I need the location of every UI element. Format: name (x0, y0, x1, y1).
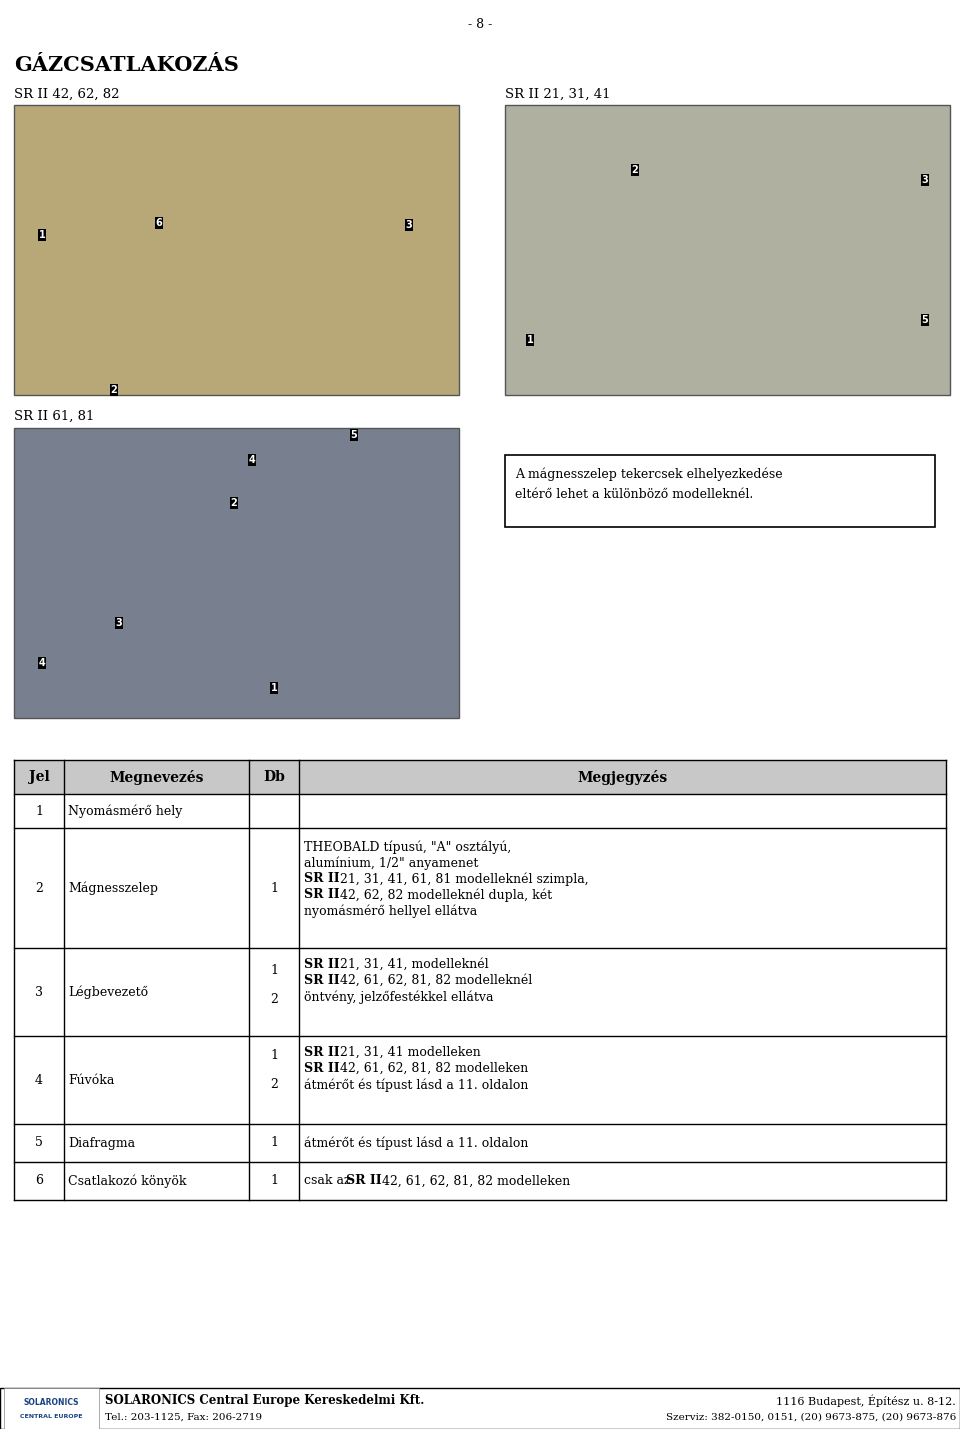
Text: 5: 5 (922, 314, 928, 324)
Text: 5: 5 (36, 1136, 43, 1149)
Text: 1: 1 (270, 1049, 278, 1062)
Text: 42, 61, 62, 81, 82 modelleken: 42, 61, 62, 81, 82 modelleken (335, 1062, 528, 1075)
Text: 1: 1 (527, 334, 534, 344)
Bar (14, 104, 459, 394)
Bar (14, 760, 946, 795)
Text: SR II 21, 31, 41: SR II 21, 31, 41 (505, 89, 611, 101)
Text: 2: 2 (230, 497, 237, 507)
Text: 2: 2 (110, 384, 117, 394)
Text: SR II: SR II (347, 1175, 382, 1187)
Text: Nyomásmérő hely: Nyomásmérő hely (68, 805, 182, 817)
Text: Db: Db (263, 770, 285, 785)
Text: 2: 2 (270, 993, 278, 1006)
Text: Diafragma: Diafragma (68, 1136, 135, 1149)
Text: Szerviz: 382-0150, 0151, (20) 9673-875, (20) 9673-876: Szerviz: 382-0150, 0151, (20) 9673-875, … (665, 1413, 956, 1422)
Text: Megjegyzés: Megjegyzés (577, 769, 667, 785)
Text: SR II: SR II (304, 1062, 340, 1075)
Text: Légbevezető: Légbevezető (68, 985, 148, 999)
Text: 1: 1 (270, 1175, 278, 1187)
Text: 3: 3 (406, 220, 413, 230)
Text: 2: 2 (632, 164, 638, 174)
Text: 21, 31, 41, 61, 81 modelleknél szimpla,: 21, 31, 41, 61, 81 modelleknél szimpla, (335, 872, 588, 886)
Text: Fúvóka: Fúvóka (68, 1073, 114, 1086)
Text: 2: 2 (36, 882, 43, 895)
Text: átmérőt és típust lásd a 11. oldalon: átmérőt és típust lásd a 11. oldalon (304, 1077, 528, 1092)
Text: Megnevezés: Megnevezés (109, 769, 204, 785)
Text: 21, 31, 41, modelleknél: 21, 31, 41, modelleknél (335, 957, 488, 970)
Bar (0, 1388, 960, 1429)
Text: CENTRAL EUROPE: CENTRAL EUROPE (20, 1415, 83, 1419)
Text: 21, 31, 41 modelleken: 21, 31, 41 modelleken (335, 1046, 480, 1059)
Text: alumínium, 1/2" anyamenet: alumínium, 1/2" anyamenet (304, 856, 478, 869)
Text: 42, 61, 62, 81, 82 modelleknél: 42, 61, 62, 81, 82 modelleknél (335, 975, 532, 987)
Text: SOLARONICS Central Europe Kereskedelmi Kft.: SOLARONICS Central Europe Kereskedelmi K… (105, 1393, 424, 1406)
Text: nyomásmérő hellyel ellátva: nyomásmérő hellyel ellátva (304, 905, 477, 917)
Text: SR II: SR II (304, 887, 340, 902)
Text: 1: 1 (38, 230, 45, 240)
Text: Csatlakozó könyök: Csatlakozó könyök (68, 1175, 186, 1187)
Text: 42, 61, 62, 81, 82 modelleken: 42, 61, 62, 81, 82 modelleken (378, 1175, 570, 1187)
Text: SOLARONICS: SOLARONICS (23, 1398, 79, 1406)
Text: THEOBALD típusú, "A" osztályú,: THEOBALD típusú, "A" osztályú, (304, 840, 512, 853)
Text: 1: 1 (35, 805, 43, 817)
Text: Mágnesszelep: Mágnesszelep (68, 882, 158, 895)
Text: 42, 62, 82 modelleknél dupla, két: 42, 62, 82 modelleknél dupla, két (335, 887, 552, 902)
Text: 4: 4 (35, 1073, 43, 1086)
Text: 1116 Budapest, Építész u. 8-12.: 1116 Budapest, Építész u. 8-12. (777, 1395, 956, 1406)
Text: 6: 6 (156, 219, 162, 229)
Text: 6: 6 (35, 1175, 43, 1187)
Text: SR II: SR II (304, 872, 340, 885)
Text: GÁZCSATLAKOZÁS: GÁZCSATLAKOZÁS (14, 54, 239, 74)
Bar (505, 104, 950, 394)
Text: átmérőt és típust lásd a 11. oldalon: átmérőt és típust lásd a 11. oldalon (304, 1136, 528, 1150)
Text: 1: 1 (271, 683, 277, 693)
Text: SR II: SR II (304, 957, 340, 970)
Text: 3: 3 (35, 986, 43, 999)
Bar (4, 1388, 99, 1429)
Text: SR II: SR II (304, 975, 340, 987)
Text: csak az: csak az (304, 1175, 354, 1187)
Text: SR II 42, 62, 82: SR II 42, 62, 82 (14, 89, 119, 101)
Text: 3: 3 (115, 617, 122, 627)
Bar (14, 429, 459, 717)
Text: 4: 4 (38, 657, 45, 667)
Text: 5: 5 (350, 430, 357, 440)
Text: SR II 61, 81: SR II 61, 81 (14, 410, 94, 423)
Text: 1: 1 (270, 882, 278, 895)
Text: 1: 1 (270, 1136, 278, 1149)
Text: SR II: SR II (304, 1046, 340, 1059)
Text: öntvény, jelzőfestékkel ellátva: öntvény, jelzőfestékkel ellátva (304, 990, 493, 1003)
Text: 2: 2 (270, 1077, 278, 1090)
Bar (505, 454, 935, 527)
Text: Tel.: 203-1125, Fax: 206-2719: Tel.: 203-1125, Fax: 206-2719 (105, 1413, 262, 1422)
Text: 1: 1 (270, 963, 278, 976)
Text: A mágnesszelep tekercsek elhelyezkedése
eltérő lehet a különböző modelleknél.: A mágnesszelep tekercsek elhelyezkedése … (515, 467, 782, 500)
Text: - 8 -: - 8 - (468, 19, 492, 31)
Text: Jel: Jel (29, 770, 49, 785)
Text: 3: 3 (922, 174, 928, 184)
Text: 4: 4 (249, 454, 255, 464)
